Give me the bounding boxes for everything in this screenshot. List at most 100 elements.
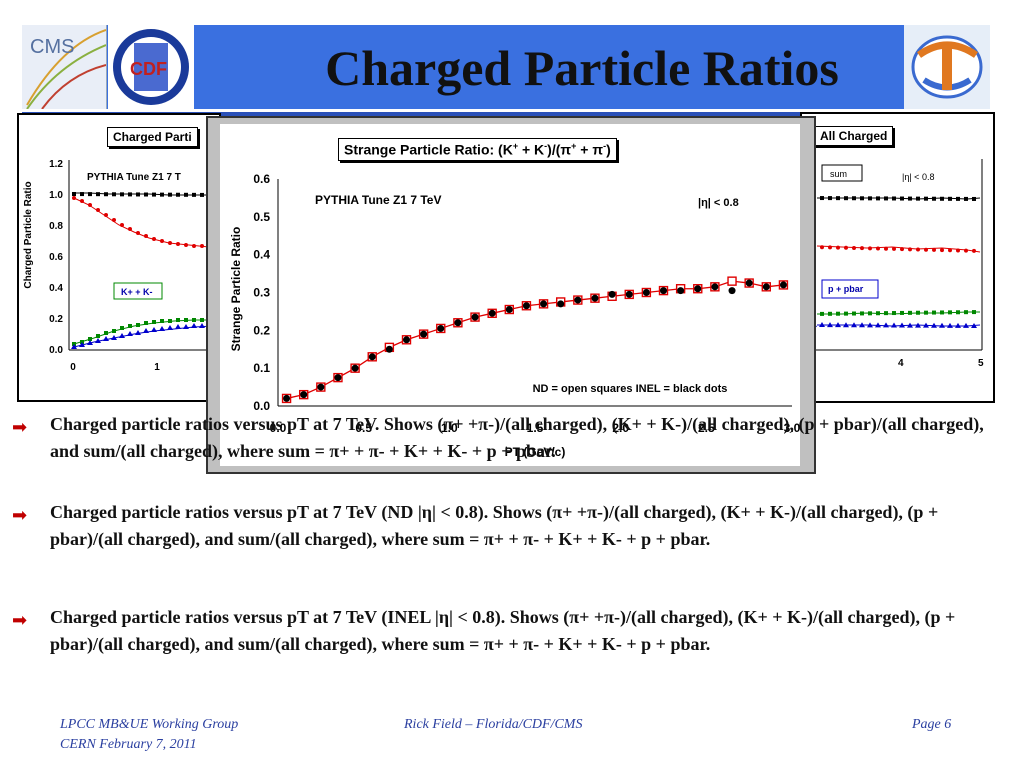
background-marker [907,322,913,328]
background-marker [136,231,140,235]
svg-text:CDF: CDF [130,59,167,79]
background-marker [96,208,100,212]
background-marker [828,311,832,316]
left-legend-kk-label: K+ + K- [121,287,153,297]
background-marker [892,311,896,316]
background-marker [191,323,197,328]
chart-plot-area: Strange Particle Ratio PT (GeV/c) 0.0 0.… [220,124,801,466]
background-marker [884,246,888,251]
background-marker [111,335,117,340]
x-tick-label: 2.0 [612,421,629,435]
x-tick-label: 1.0 [441,421,458,435]
inel-black-dot [283,394,291,402]
background-marker [916,310,920,315]
background-marker [136,323,140,327]
background-marker [900,247,904,252]
right-sum-box [821,164,863,182]
background-marker [192,244,196,248]
background-marker [200,192,204,197]
left-chart-title: Charged Parti [107,127,198,147]
banner-rule [22,112,990,116]
background-marker [128,324,132,328]
background-marker [851,322,857,328]
background-marker [836,245,840,250]
background-marker [836,311,840,316]
background-marker [176,242,180,246]
left-ytick: 0.8 [49,221,63,232]
background-marker [820,196,824,201]
background-marker [103,336,109,341]
background-marker [72,192,76,196]
inel-black-dot [351,364,359,372]
inel-black-dot [745,279,753,287]
inel-black-dot [300,391,308,399]
chart-annotation-tune: PYTHIA Tune Z1 7 TeV [315,193,441,207]
background-marker [828,245,832,250]
footer-page-number: Page 6 [912,717,952,732]
background-marker [956,310,960,315]
background-marker [948,310,952,315]
background-marker [127,331,133,336]
background-marker [136,192,140,197]
inel-black-dot [385,345,393,353]
background-marker [72,196,76,200]
background-marker [932,196,936,201]
background-marker [884,311,888,316]
background-marker [175,324,181,329]
inel-black-dot [403,336,410,344]
inel-black-dot [694,285,702,293]
background-marker [875,322,881,328]
background-marker [144,192,148,197]
background-marker [819,322,825,328]
background-marker [964,248,968,253]
chart-title-text: Strange Particle Ratio: (K [344,141,513,158]
cms-logo: CMS [22,25,107,110]
inel-black-dot [557,300,565,308]
left-ytick: 1.2 [49,159,63,170]
background-marker [891,322,897,328]
inel-black-dot [437,324,445,332]
background-marker [200,318,204,322]
inel-black-dot [471,313,479,321]
background-marker [120,326,124,330]
background-marker [971,322,977,328]
inel-black-dot [591,294,599,302]
background-marker [892,196,896,201]
background-marker [152,237,156,241]
background-marker [932,247,936,252]
right-chart-title: All Charged [814,126,894,146]
inel-black-dot [505,306,513,314]
right-eta-label: |η| < 0.8 [902,172,934,182]
background-marker [159,326,165,331]
bullet-arrow-icon: ➡ [12,505,28,525]
background-marker [104,331,108,335]
bullet-text-2: Charged particle ratios versus pT at 7 T… [50,502,939,549]
bullet-text-3: Charged particle ratios versus pT at 7 T… [50,607,956,654]
background-marker [95,338,101,343]
bullet-arrow-icon: ➡ [12,610,28,630]
background-marker [144,234,148,238]
background-marker [948,248,952,253]
background-marker [120,192,124,197]
y-tick-label: 0.0 [253,399,270,413]
background-marker [820,311,824,316]
background-marker [112,218,116,222]
background-marker [820,245,824,250]
right-xtick: 5 [978,358,984,369]
background-marker [80,192,84,197]
cdf-logo: CDF [108,25,194,109]
background-marker [160,192,164,197]
background-marker [120,223,124,227]
background-marker [931,322,937,328]
left-ytick: 0.6 [49,252,63,263]
background-marker [948,196,952,201]
background-marker [940,248,944,253]
left-ytick: 0.0 [49,345,63,356]
right-ppbar-label: p + pbar [828,284,864,294]
background-marker [860,311,864,316]
page-title: Charged Particle Ratios [325,40,839,96]
right-ratio-chart: sum |η| < 0.8 p + pbar 4 5 All Charged [800,112,995,403]
background-marker [112,329,116,333]
background-marker [955,322,961,328]
background-marker [868,246,872,251]
